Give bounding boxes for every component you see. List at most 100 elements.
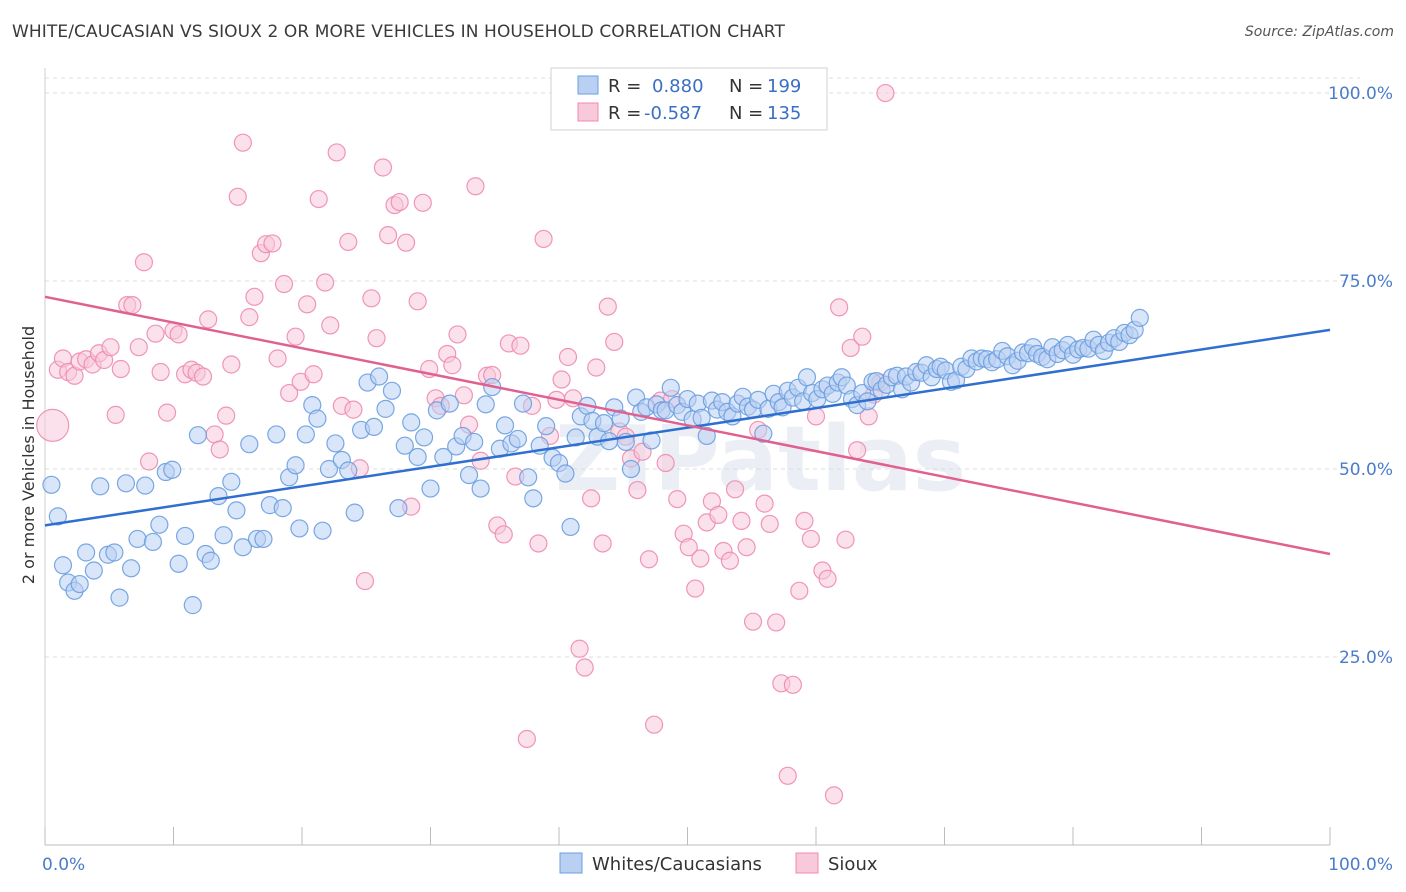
whites-point bbox=[339, 461, 358, 480]
sioux-point bbox=[396, 233, 416, 252]
whites-point bbox=[1130, 308, 1149, 327]
sioux-point bbox=[327, 143, 346, 162]
sioux-point bbox=[373, 158, 393, 177]
whites-point bbox=[508, 429, 527, 449]
sioux-point bbox=[743, 612, 763, 631]
whites-point bbox=[513, 394, 533, 413]
whites-point bbox=[222, 472, 241, 491]
whites-point bbox=[471, 479, 490, 498]
y-axis-label: 2 or more Vehicles in Household bbox=[19, 326, 38, 584]
whites-point bbox=[286, 456, 305, 475]
sioux-point bbox=[157, 403, 177, 422]
sioux-point bbox=[274, 274, 294, 294]
whites-point bbox=[175, 526, 195, 546]
sioux-point bbox=[517, 729, 536, 749]
sioux-point bbox=[101, 338, 120, 357]
sioux-trend-line bbox=[44, 295, 1331, 556]
sioux-point bbox=[841, 338, 860, 358]
sioux-point bbox=[355, 571, 375, 591]
whites-point bbox=[395, 436, 414, 455]
x-tick-label-min: 0.0% bbox=[42, 855, 85, 875]
sioux-point bbox=[309, 189, 328, 209]
sioux-point bbox=[628, 480, 647, 500]
sioux-point bbox=[106, 405, 125, 424]
sioux-point bbox=[298, 295, 317, 314]
sioux-point bbox=[233, 133, 252, 152]
sioux-point bbox=[691, 549, 710, 568]
y-tick-label-50: 50.0% bbox=[1339, 460, 1393, 480]
sioux-point bbox=[344, 400, 363, 419]
whites-point bbox=[209, 486, 228, 506]
sioux-point bbox=[367, 329, 386, 348]
sioux-point bbox=[494, 525, 513, 544]
stats-legend: R = 0.880 N = 199 R = -0.587 N = 135 bbox=[550, 67, 828, 131]
grid-lines bbox=[45, 77, 1360, 658]
whites-point bbox=[105, 543, 124, 562]
whites-point bbox=[290, 519, 309, 538]
whites-point bbox=[389, 499, 408, 518]
sioux-point bbox=[123, 295, 142, 315]
whites-point bbox=[267, 425, 286, 444]
sioux-point bbox=[720, 551, 740, 570]
sioux-point bbox=[605, 332, 624, 352]
sioux-point bbox=[390, 192, 409, 212]
sioux-point bbox=[36, 408, 70, 443]
sioux-point bbox=[830, 298, 849, 317]
sioux-point bbox=[639, 550, 659, 569]
sioux-point bbox=[205, 425, 224, 444]
whites-point bbox=[273, 499, 292, 518]
whites-point bbox=[376, 399, 395, 418]
whites-point bbox=[227, 501, 246, 520]
whites-point bbox=[594, 414, 614, 433]
sioux-point bbox=[268, 349, 287, 368]
whites-point bbox=[233, 538, 252, 557]
whites-trend-line bbox=[44, 328, 1331, 527]
y-tick-labels: 25.0% 50.0% 75.0% 100.0% bbox=[1328, 84, 1393, 668]
sioux-point bbox=[263, 234, 282, 253]
legend-r-label-sioux: R = bbox=[608, 103, 641, 124]
whites-point bbox=[110, 588, 129, 607]
whites-point bbox=[476, 395, 495, 414]
sioux-point bbox=[443, 356, 462, 375]
sioux-point bbox=[818, 569, 837, 588]
whites-point bbox=[382, 381, 402, 400]
sioux-point bbox=[558, 347, 578, 367]
whites-point bbox=[621, 459, 641, 479]
sioux-point bbox=[146, 324, 165, 343]
sioux-point bbox=[321, 316, 340, 335]
sioux-point bbox=[679, 538, 698, 557]
sioux-point bbox=[448, 325, 467, 344]
whites-point bbox=[319, 459, 339, 479]
sioux-point bbox=[529, 534, 548, 553]
chart-title: WHITE/CAUCASIAN VS SIOUX 2 OR MORE VEHIC… bbox=[12, 22, 785, 42]
whites-point bbox=[754, 424, 773, 443]
sioux-point bbox=[169, 325, 188, 344]
whites-point bbox=[128, 529, 147, 549]
whites-point bbox=[611, 409, 630, 428]
whites-point bbox=[143, 532, 163, 552]
sioux-point bbox=[222, 355, 241, 374]
legend-n-label-sioux: N = bbox=[729, 103, 763, 124]
whites-point bbox=[240, 435, 259, 454]
sioux-point bbox=[193, 367, 213, 386]
sioux-point bbox=[339, 232, 358, 252]
whites-point bbox=[188, 426, 208, 445]
sioux-point bbox=[732, 511, 751, 531]
sioux-point bbox=[316, 273, 335, 292]
sioux-point bbox=[737, 538, 756, 557]
sioux-point bbox=[240, 308, 259, 327]
sioux-point bbox=[454, 386, 474, 405]
sioux-point bbox=[876, 83, 895, 103]
sioux-point bbox=[598, 297, 617, 316]
legend-n-label-whites: N = bbox=[729, 76, 763, 97]
whites-point bbox=[326, 434, 345, 453]
x-tick-labels: 0.0% 100.0% bbox=[42, 855, 1393, 875]
source-label: Source: ZipAtlas.com bbox=[1244, 24, 1394, 40]
series-whites-points bbox=[42, 308, 1149, 615]
whites-point bbox=[42, 475, 61, 494]
series-swatch-sioux bbox=[795, 852, 819, 874]
whites-point bbox=[440, 394, 459, 413]
sioux-point bbox=[151, 362, 170, 382]
whites-point bbox=[48, 507, 67, 526]
